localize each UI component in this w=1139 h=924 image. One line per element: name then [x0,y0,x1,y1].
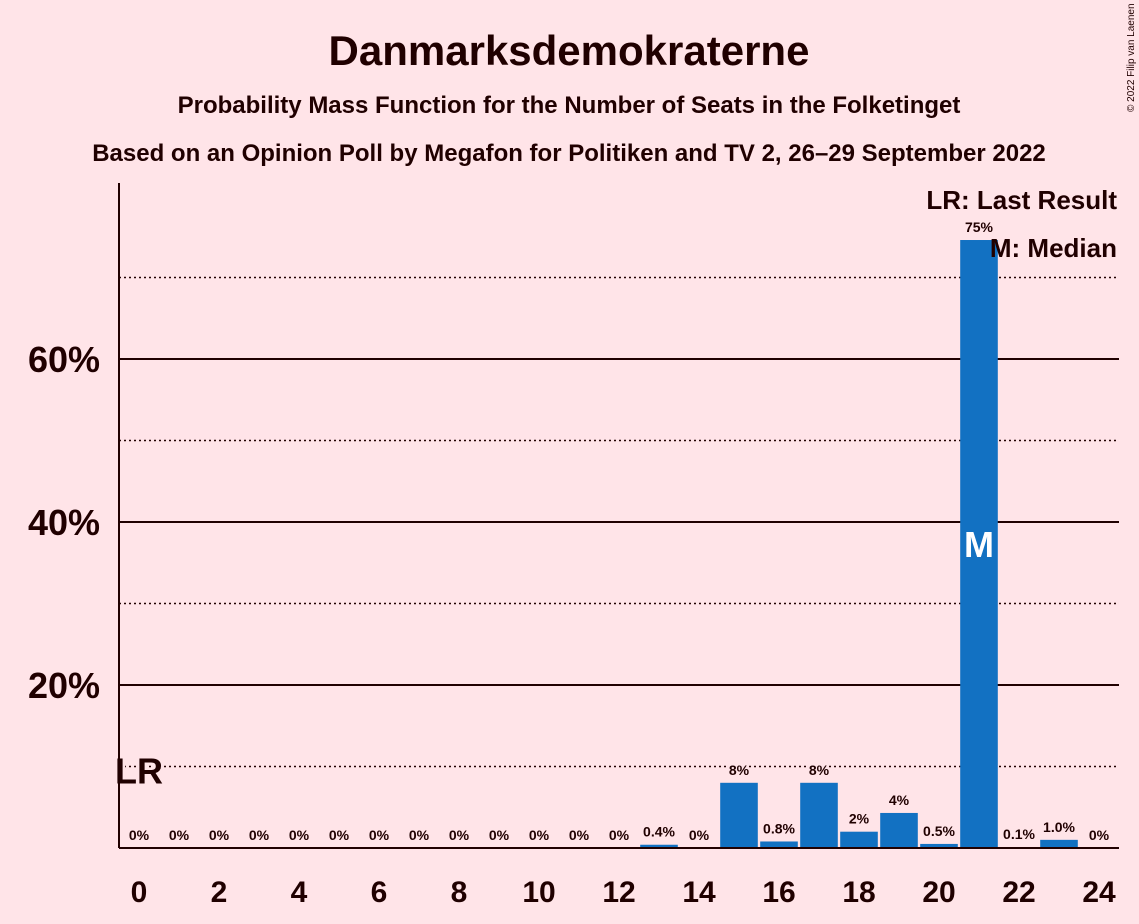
data-label-seat-0: 0% [129,827,150,843]
x-tick-label: 0 [131,876,148,909]
data-label-seat-23: 1.0% [1043,819,1075,835]
data-label-seat-1: 0% [169,827,190,843]
data-label-seat-4: 0% [289,827,310,843]
chart-subtitle-1: Probability Mass Function for the Number… [178,92,961,119]
data-label-seat-3: 0% [249,827,270,843]
bar-seat-20 [920,843,958,848]
y-tick-label: 20% [28,665,100,706]
bar-seat-23 [1040,839,1078,848]
bar-seat-17 [800,782,838,848]
data-label-seat-15: 8% [729,762,750,778]
data-label-seat-9: 0% [489,827,510,843]
x-tick-label: 20 [922,876,955,909]
x-tick-label: 2 [211,876,228,909]
y-tick-label: 40% [28,502,100,543]
x-tick-label: 8 [451,876,468,909]
data-label-seat-8: 0% [449,827,470,843]
x-tick-label: 12 [602,876,635,909]
y-tick-labels: 20% 40% 60% [28,339,100,706]
bar-seat-21 [960,240,998,848]
data-label-seat-16: 0.8% [763,820,795,836]
data-label-seat-12: 0% [609,827,630,843]
data-label-seat-13: 0.4% [643,824,675,840]
data-label-seat-7: 0% [409,827,430,843]
data-label-seat-18: 2% [849,811,870,827]
bars-group [640,240,1078,848]
data-label-seat-11: 0% [569,827,590,843]
markers-group: LR M [113,524,995,794]
data-label-seat-17: 8% [809,762,830,778]
bar-seat-15 [720,782,758,848]
data-label-seat-20: 0.5% [923,823,955,839]
data-label-seat-24: 0% [1089,827,1110,843]
legend-median: M: Median [990,233,1117,263]
bar-seat-19 [880,812,918,848]
data-label-seat-6: 0% [369,827,390,843]
data-label-seat-19: 4% [889,792,910,808]
x-tick-label: 18 [842,876,875,909]
chart-title: Danmarksdemokraterne [329,27,810,74]
x-tick-label: 6 [371,876,388,909]
x-tick-label: 22 [1002,876,1035,909]
median-marker: M [964,524,994,565]
data-label-seat-2: 0% [209,827,230,843]
x-tick-labels: 0 2 4 6 8 10 12 14 16 18 20 22 24 [131,876,1116,909]
data-label-seat-10: 0% [529,827,550,843]
data-labels-group: 0% 0% 0% 0% 0% 0% 0% 0% 0% 0% 0% 0% 0% 0.4% 0% 8% 0.8% 8%… [127,217,1112,845]
x-tick-label: 24 [1082,876,1116,909]
chart-subtitle-2: Based on an Opinion Poll by Megafon for … [92,140,1046,167]
x-tick-label: 14 [682,876,716,909]
bar-seat-13 [640,844,678,848]
last-result-marker: LR [115,751,163,792]
bar-seat-18 [840,831,878,848]
gridlines [119,276,1119,768]
y-tick-label: 60% [28,339,100,380]
data-label-seat-5: 0% [329,827,350,843]
data-label-seat-21: 75% [965,219,994,235]
bar-seat-16 [760,841,798,848]
legend-last-result: LR: Last Result [926,185,1117,215]
data-label-seat-14: 0% [689,827,710,843]
copyright-notice: © 2022 Filip van Laenen [1126,3,1137,112]
x-tick-label: 16 [762,876,795,909]
x-tick-label: 4 [291,876,308,909]
x-tick-label: 10 [522,876,555,909]
data-label-seat-22: 0.1% [1003,826,1035,842]
